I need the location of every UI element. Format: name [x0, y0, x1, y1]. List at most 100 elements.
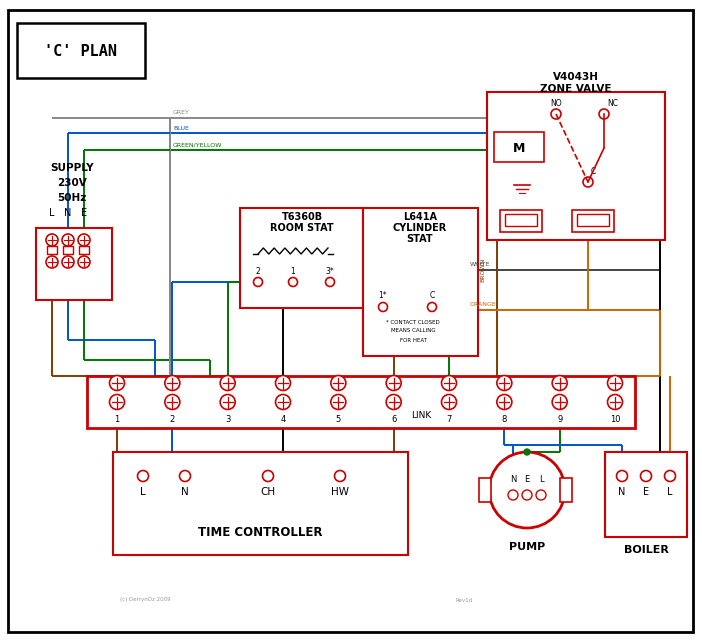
Text: BOILER: BOILER	[623, 545, 668, 555]
Text: (c) DerrynOz 2009: (c) DerrynOz 2009	[120, 597, 171, 603]
Text: E: E	[643, 487, 649, 497]
Bar	[79, 246, 89, 254]
Text: N: N	[618, 487, 625, 497]
Text: ZONE VALVE: ZONE VALVE	[541, 84, 611, 94]
Circle shape	[78, 256, 90, 268]
Bar	[87, 376, 635, 428]
Circle shape	[599, 109, 609, 119]
Text: 6: 6	[391, 415, 397, 424]
Text: FOR HEAT: FOR HEAT	[399, 338, 427, 342]
Text: 10: 10	[610, 415, 621, 424]
Text: ORANGE: ORANGE	[470, 303, 497, 308]
Text: HW: HW	[331, 487, 349, 497]
Circle shape	[522, 490, 532, 500]
Text: 9: 9	[557, 415, 562, 424]
Circle shape	[665, 470, 675, 481]
Circle shape	[253, 278, 263, 287]
Bar	[500, 210, 542, 232]
Circle shape	[46, 234, 58, 246]
Text: N: N	[181, 487, 189, 497]
Text: N: N	[65, 208, 72, 218]
Circle shape	[334, 470, 345, 481]
Circle shape	[275, 394, 291, 410]
Bar	[487, 92, 665, 240]
Text: PUMP: PUMP	[509, 542, 545, 552]
Bar	[36, 228, 112, 300]
Circle shape	[508, 490, 518, 500]
Circle shape	[497, 376, 512, 390]
Bar	[479, 478, 491, 502]
Text: BLUE: BLUE	[173, 126, 189, 131]
Circle shape	[640, 470, 651, 481]
Text: C: C	[430, 292, 435, 301]
Bar	[363, 208, 478, 356]
Text: 1*: 1*	[378, 292, 388, 301]
Circle shape	[442, 394, 456, 410]
Bar	[17, 23, 145, 78]
Circle shape	[607, 376, 623, 390]
Circle shape	[524, 449, 530, 455]
Text: * CONTACT CLOSED: * CONTACT CLOSED	[386, 319, 440, 324]
Text: 5: 5	[336, 415, 341, 424]
Circle shape	[489, 452, 565, 528]
Circle shape	[497, 394, 512, 410]
Bar	[47, 246, 57, 254]
Text: ROOM STAT: ROOM STAT	[270, 223, 334, 233]
Circle shape	[386, 376, 401, 390]
Text: 2: 2	[256, 267, 260, 276]
Text: NC: NC	[607, 99, 618, 108]
Text: GREEN/YELLOW: GREEN/YELLOW	[173, 142, 223, 147]
Circle shape	[378, 303, 388, 312]
Circle shape	[78, 234, 90, 246]
Circle shape	[331, 394, 346, 410]
Text: C: C	[591, 167, 596, 176]
Text: CYLINDER: CYLINDER	[393, 223, 447, 233]
Circle shape	[552, 394, 567, 410]
Bar	[63, 246, 73, 254]
Circle shape	[275, 376, 291, 390]
Text: L641A: L641A	[403, 212, 437, 222]
Text: CH: CH	[260, 487, 276, 497]
Text: TIME CONTROLLER: TIME CONTROLLER	[198, 526, 322, 538]
Bar	[605, 452, 687, 537]
Circle shape	[180, 470, 190, 481]
Text: T6360B: T6360B	[282, 212, 322, 222]
Circle shape	[289, 278, 298, 287]
Text: 3: 3	[225, 415, 230, 424]
Circle shape	[62, 256, 74, 268]
Text: 1: 1	[114, 415, 119, 424]
Text: 'C' PLAN: 'C' PLAN	[44, 44, 117, 60]
Circle shape	[552, 376, 567, 390]
Text: MEANS CALLING: MEANS CALLING	[391, 328, 435, 333]
Circle shape	[583, 177, 593, 187]
Circle shape	[326, 278, 334, 287]
Text: N: N	[510, 476, 516, 485]
Circle shape	[331, 376, 346, 390]
Bar	[505, 214, 537, 226]
Text: E: E	[524, 476, 529, 485]
Text: 2: 2	[170, 415, 175, 424]
Circle shape	[536, 490, 546, 500]
Circle shape	[46, 256, 58, 268]
Circle shape	[165, 394, 180, 410]
Text: 8: 8	[502, 415, 507, 424]
Bar	[240, 208, 365, 308]
Circle shape	[110, 376, 124, 390]
Bar	[577, 214, 609, 226]
Circle shape	[165, 376, 180, 390]
Text: LINK: LINK	[411, 412, 432, 420]
Circle shape	[616, 470, 628, 481]
Text: Rev1d: Rev1d	[455, 597, 472, 603]
Text: GREY: GREY	[173, 110, 190, 115]
Circle shape	[607, 394, 623, 410]
Text: 3*: 3*	[326, 267, 334, 276]
Text: L: L	[538, 476, 543, 485]
Circle shape	[386, 394, 401, 410]
Text: V4043H: V4043H	[553, 72, 599, 82]
Circle shape	[110, 394, 124, 410]
Text: NO: NO	[550, 99, 562, 108]
Text: BROWN: BROWN	[480, 258, 485, 282]
Circle shape	[263, 470, 274, 481]
Text: 230V: 230V	[57, 178, 87, 188]
Text: L: L	[667, 487, 673, 497]
